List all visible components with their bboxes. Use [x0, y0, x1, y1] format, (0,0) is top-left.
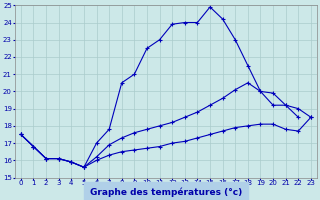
X-axis label: Graphe des températures (°c): Graphe des températures (°c) [90, 188, 242, 197]
